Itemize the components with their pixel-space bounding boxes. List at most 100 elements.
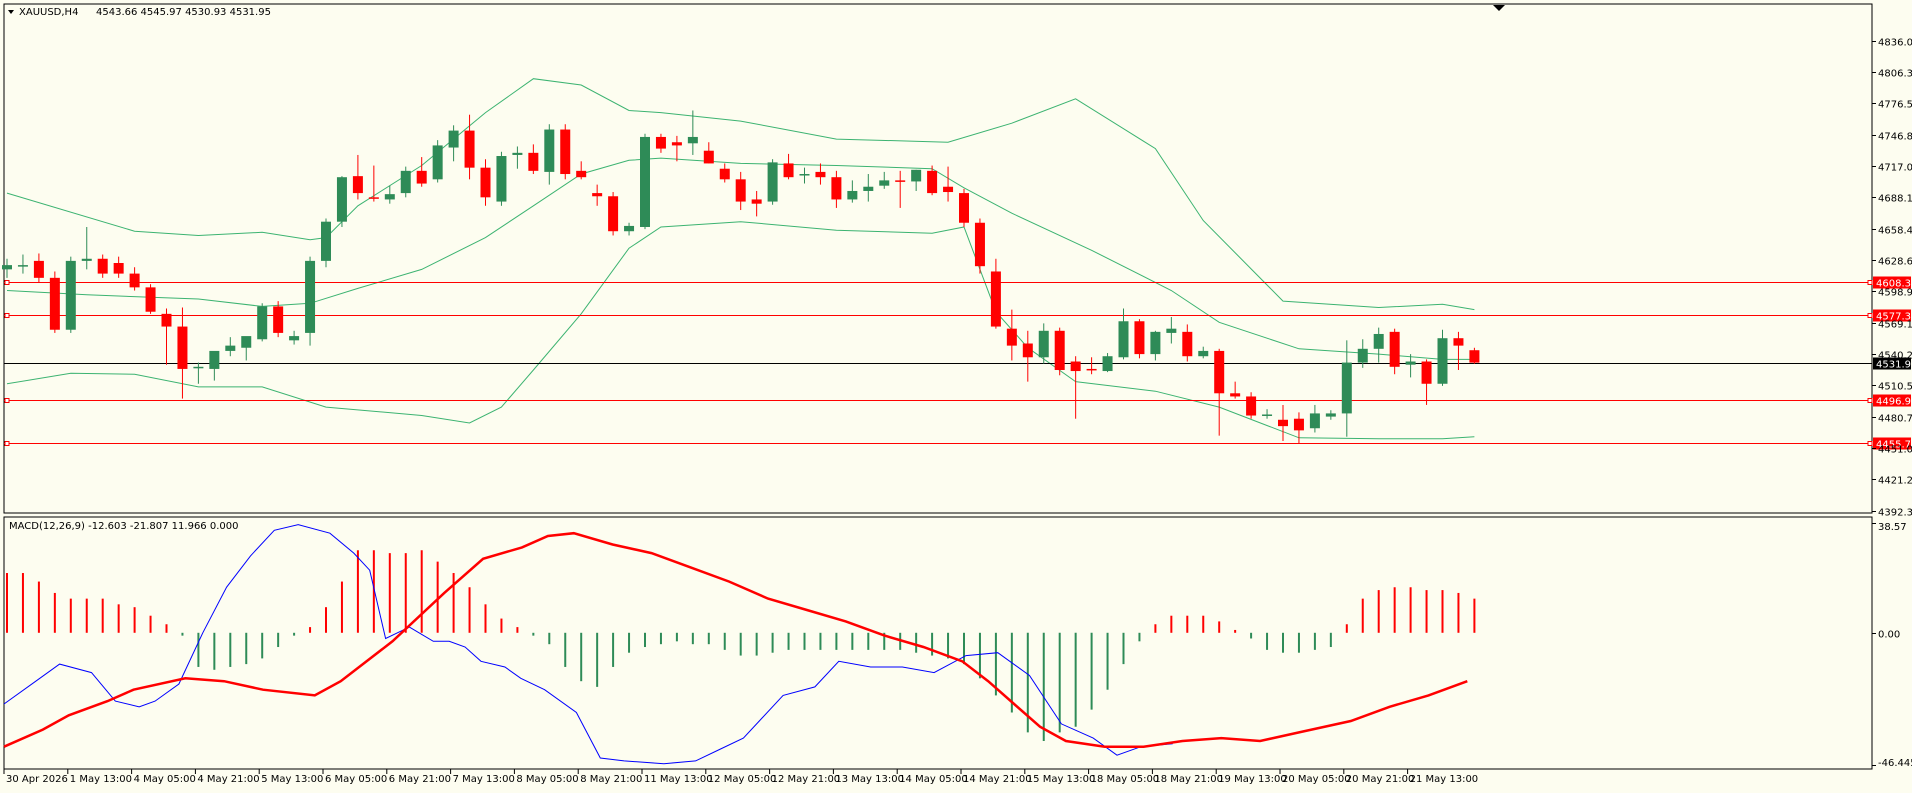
candle-body-38 xyxy=(608,196,619,232)
candle-body-4 xyxy=(65,260,76,330)
hline-price-label-1: 4577.31 xyxy=(1876,312,1912,323)
time-tick-label-7: 7 May 13:00 xyxy=(453,774,515,785)
time-tick-label-16: 15 May 13:00 xyxy=(1027,774,1096,785)
candle-body-33 xyxy=(528,152,539,171)
hline-price-label-2: 4496.93 xyxy=(1876,397,1912,408)
candle-body-56 xyxy=(895,180,906,182)
candlesticks xyxy=(2,110,1480,444)
candle-body-17 xyxy=(273,306,284,333)
candle-body-21 xyxy=(336,177,347,222)
candle-body-65 xyxy=(1038,330,1049,358)
macd-axis: 38.57 0.00 -46.445 xyxy=(1872,522,1912,769)
time-tick-label-14: 14 May 05:00 xyxy=(899,774,968,785)
price-tick-label-4: 4717.05 xyxy=(1878,163,1912,174)
candle-body-88 xyxy=(1405,361,1416,365)
candle-body-37 xyxy=(592,193,603,197)
candle-body-64 xyxy=(1022,343,1033,358)
time-tick-label-11: 12 May 05:00 xyxy=(708,774,777,785)
candle-body-18 xyxy=(289,336,300,341)
candle-body-62 xyxy=(990,271,1001,327)
hline-price-tag-3 xyxy=(1873,437,1911,450)
candle-body-83 xyxy=(1325,413,1336,417)
time-tick-label-17: 18 May 05:00 xyxy=(1091,774,1160,785)
ohlc-readout: 4543.66 4545.97 4530.93 4531.95 xyxy=(96,7,271,18)
candle-body-55 xyxy=(879,180,890,186)
candle-body-61 xyxy=(974,222,985,267)
candle-body-34 xyxy=(544,129,555,172)
candle-body-75 xyxy=(1198,350,1209,357)
hline-anchor-right-0[interactable] xyxy=(1867,280,1873,285)
price-tick-label-0: 4836.05 xyxy=(1878,38,1912,49)
price-axis: 4836.05 4806.30 4776.55 4746.80 4717.05 4688.… xyxy=(1872,38,1912,519)
candle-body-46 xyxy=(735,179,746,202)
candle-body-35 xyxy=(560,129,571,175)
candle-body-82 xyxy=(1309,413,1320,429)
candle-body-5 xyxy=(81,258,92,261)
hline-anchor-left-3[interactable] xyxy=(4,441,10,446)
price-tick-label-15: 4392.35 xyxy=(1878,508,1912,519)
hline-anchor-right-1[interactable] xyxy=(1867,313,1873,318)
candle-body-66 xyxy=(1054,330,1065,370)
time-tick-label-12: 12 May 21:00 xyxy=(772,774,841,785)
time-tick-label-2: 4 May 05:00 xyxy=(134,774,196,785)
candle-body-30 xyxy=(480,167,491,198)
candle-body-51 xyxy=(815,171,826,178)
hline-price-tag-1 xyxy=(1873,309,1911,322)
candle-body-76 xyxy=(1214,350,1225,394)
macd-label: MACD(12,26,9) -12.603 -21.807 11.966 0.0… xyxy=(9,521,238,532)
price-tick-label-2: 4776.55 xyxy=(1878,100,1912,111)
candle-body-24 xyxy=(384,194,395,200)
candle-body-47 xyxy=(751,199,762,204)
macd-main-line xyxy=(3,524,1173,765)
hline-anchor-left-2[interactable] xyxy=(4,398,10,403)
dropdown-triangle-icon[interactable] xyxy=(8,10,14,14)
candle-body-19 xyxy=(305,260,316,333)
bollinger-lower-line xyxy=(6,221,1475,440)
candle-body-50 xyxy=(799,174,810,176)
candle-body-69 xyxy=(1102,356,1113,372)
time-tick-label-21: 20 May 21:00 xyxy=(1346,774,1415,785)
price-tick-label-14: 4421.25 xyxy=(1878,476,1912,487)
candle-body-7 xyxy=(113,263,124,274)
hline-anchor-right-2[interactable] xyxy=(1867,398,1873,403)
candle-body-41 xyxy=(655,136,666,149)
candle-body-58 xyxy=(927,170,938,194)
hline-price-label-0: 4608.38 xyxy=(1876,279,1912,290)
price-tick-label-9: 4569.15 xyxy=(1878,320,1912,331)
macd-pane-frame xyxy=(3,516,1873,770)
candle-body-77 xyxy=(1230,393,1241,397)
time-tick-label-15: 14 May 21:00 xyxy=(963,774,1032,785)
candle-body-29 xyxy=(464,130,475,168)
candle-body-13 xyxy=(209,350,220,369)
price-tick-label-1: 4806.30 xyxy=(1878,69,1912,80)
candle-body-79 xyxy=(1262,414,1273,416)
candle-body-80 xyxy=(1278,419,1288,427)
candle-body-87 xyxy=(1389,331,1400,367)
time-tick-label-19: 19 May 13:00 xyxy=(1218,774,1287,785)
candle-body-36 xyxy=(576,170,587,178)
hline-anchor-right-3[interactable] xyxy=(1867,441,1873,446)
candle-body-11 xyxy=(177,326,188,369)
chart-shift-marker-icon[interactable] xyxy=(1493,5,1505,11)
price-tick-label-12: 4480.75 xyxy=(1878,414,1912,425)
candle-body-3 xyxy=(49,277,60,330)
time-tick-label-18: 18 May 21:00 xyxy=(1154,774,1223,785)
time-tick-label-3: 4 May 21:00 xyxy=(197,774,259,785)
candle-body-48 xyxy=(767,162,778,202)
candle-body-10 xyxy=(161,313,172,327)
candle-body-89 xyxy=(1421,361,1432,384)
hline-price-tag-0 xyxy=(1873,276,1911,289)
candle-body-1 xyxy=(17,265,28,267)
hline-anchor-left-1[interactable] xyxy=(4,313,10,318)
macd-tick-label-1: 0.00 xyxy=(1878,630,1900,641)
candle-body-14 xyxy=(225,345,236,351)
candle-body-70 xyxy=(1118,321,1129,358)
price-tick-label-11: 4510.50 xyxy=(1878,382,1912,393)
candle-body-57 xyxy=(911,169,922,182)
symbol-label: XAUUSD,H4 xyxy=(19,7,78,18)
horizontal-lines[interactable]: 4608.38 4577.31 4496.93 4455.73 4531.95 xyxy=(4,276,1912,451)
macd-indicator xyxy=(3,524,1476,765)
hline-anchor-left-0[interactable] xyxy=(4,280,10,285)
candle-body-23 xyxy=(368,197,379,199)
